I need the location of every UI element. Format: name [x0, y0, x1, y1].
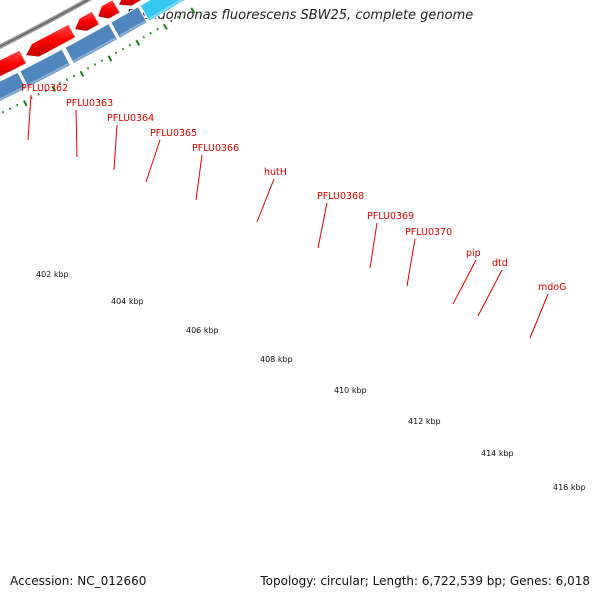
gene-label-pflu0370: PFLU0370 — [405, 227, 452, 238]
gene-block-highlight — [119, 20, 146, 37]
accession-text: Accession: NC_012660 — [10, 574, 147, 588]
outer-tick-minor — [183, 11, 187, 15]
label-leader-pflu0362 — [27, 94, 32, 141]
label-leader-pflu0364 — [113, 124, 118, 171]
gene-label-pflu0364: PFLU0364 — [107, 113, 154, 124]
label-leader-pflu0368 — [317, 202, 328, 249]
kbp-label: 416 kbp — [553, 483, 586, 492]
kbp-label: 402 kbp — [36, 270, 69, 279]
outer-tick-minor — [58, 81, 62, 85]
outer-tick-major — [190, 7, 196, 14]
label-leader-huth — [256, 178, 275, 223]
cds-arrow — [0, 49, 27, 78]
cds-arrow — [73, 10, 100, 32]
gene-label-mdog: mdoG — [538, 282, 566, 293]
label-leader-pip — [452, 259, 477, 305]
outer-tick-major — [51, 85, 56, 92]
kbp-label: 414 kbp — [481, 449, 514, 458]
outer-tick-major — [23, 100, 28, 107]
outer-tick-minor — [128, 43, 132, 47]
gene-label-pflu0362: PFLU0362 — [21, 83, 68, 94]
cds-arrow — [117, 0, 143, 7]
outer-tick-minor — [156, 27, 159, 31]
gene-block-highlight — [27, 63, 70, 86]
gene-label-pflu0369: PFLU0369 — [367, 211, 414, 222]
outer-tick-minor — [8, 107, 12, 111]
map-title: Pseudomonas fluorescens SBW25, complete … — [126, 8, 474, 23]
gene-block-highlight — [0, 86, 25, 101]
gene-block-highlight — [73, 37, 117, 63]
gene-label-dtd: dtd — [492, 258, 508, 269]
gene-label-pflu0365: PFLU0365 — [150, 128, 197, 139]
label-leader-mdog — [529, 293, 549, 339]
outer-tick-major — [79, 70, 85, 77]
gene-label-pflu0363: PFLU0363 — [66, 98, 113, 109]
topology-text: Topology: circular; Length: 6,722,539 bp… — [260, 574, 590, 588]
label-leader-pflu0369 — [369, 222, 378, 269]
outer-tick-minor — [170, 19, 173, 23]
gene-block-pflu0365 — [0, 71, 27, 102]
outer-tick-minor — [86, 66, 90, 70]
gene-label-huth: hutH — [264, 167, 287, 178]
gene-block-highlight — [148, 0, 184, 20]
outer-tick-minor — [44, 89, 47, 93]
outer-tick-minor — [121, 47, 125, 51]
gene-block-pflu0364 — [19, 48, 71, 88]
cds-arrow — [24, 23, 77, 58]
label-leader-dtd — [477, 269, 503, 317]
outer-tick-minor — [72, 74, 76, 78]
label-leader-pflu0365 — [145, 139, 161, 183]
label-leader-pflu0363 — [75, 109, 78, 158]
gene-block-pflu0362 — [110, 6, 148, 39]
kbp-label: 412 kbp — [408, 417, 441, 426]
kbp-label: 410 kbp — [334, 386, 367, 395]
outer-tick-major — [135, 39, 141, 46]
gene-label-pflu0368: PFLU0368 — [317, 191, 364, 202]
outer-tick-minor — [100, 59, 104, 63]
outer-tick-minor — [142, 35, 145, 39]
label-leader-pflu0366 — [195, 154, 203, 201]
cds-arrow — [97, 0, 121, 20]
gene-block-unlabeled — [139, 0, 186, 22]
label-leader-pflu0370 — [406, 238, 416, 287]
outer-tick-minor — [93, 63, 97, 66]
outer-tick-minor — [1, 110, 5, 114]
gene-label-pip: pip — [466, 248, 481, 259]
outer-tick-minor — [114, 51, 118, 55]
outer-tick-minor — [37, 92, 40, 96]
kbp-label: 406 kbp — [186, 326, 219, 335]
genome-backbone-line — [0, 0, 89, 48]
outer-tick-minor — [65, 78, 69, 81]
gene-block-pflu0363 — [64, 23, 119, 65]
outer-tick-major — [163, 23, 168, 30]
kbp-label: 404 kbp — [111, 297, 144, 306]
outer-tick-major — [107, 55, 113, 62]
outer-tick-minor — [149, 31, 152, 35]
gene-label-pflu0366: PFLU0366 — [192, 143, 239, 154]
outer-tick-minor — [176, 15, 180, 19]
kbp-label: 408 kbp — [260, 355, 293, 364]
outer-tick-minor — [16, 103, 19, 107]
